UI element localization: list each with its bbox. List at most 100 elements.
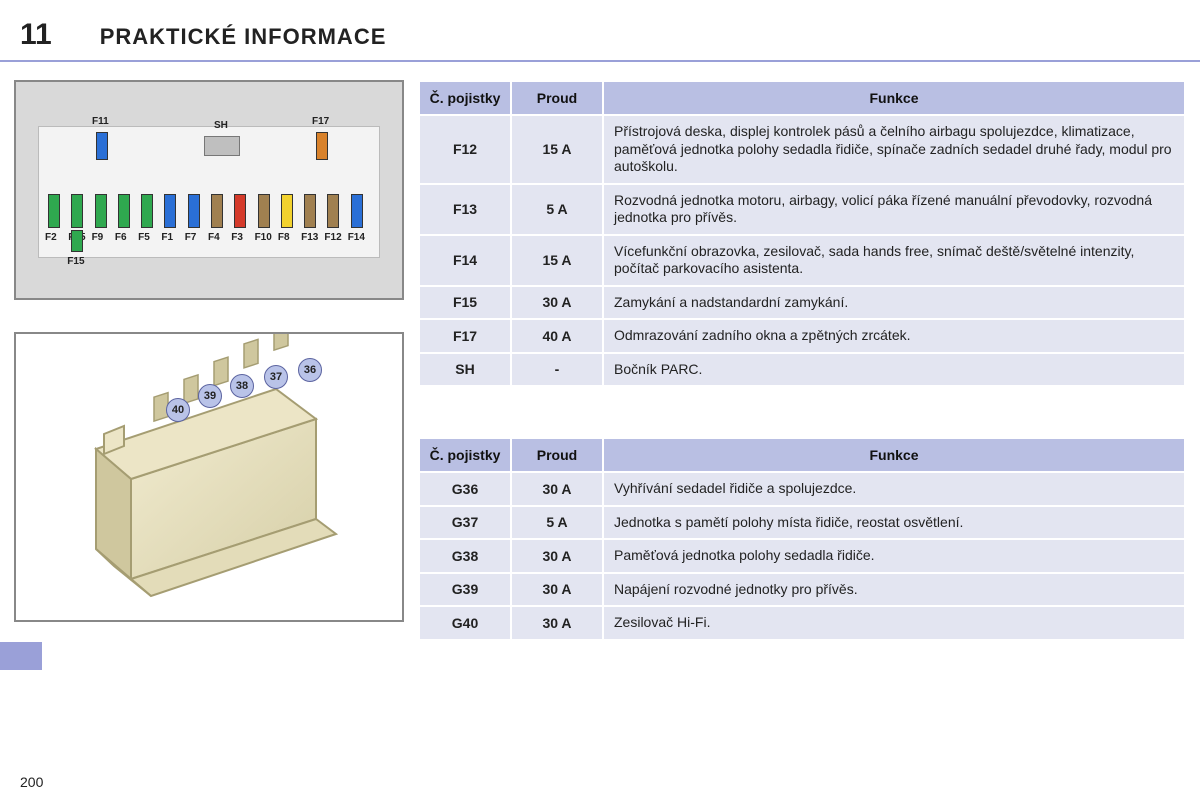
fuse-f15 <box>71 194 83 228</box>
fuse-label: F15 <box>67 256 84 267</box>
fuse-current: 5 A <box>512 507 602 539</box>
content: F11F17SHF2F15F15F9F6F5F1F7F4F3F10F8F13F1… <box>0 80 1200 641</box>
fuse-current: 30 A <box>512 574 602 606</box>
fuse-function: Paměťová jednotka polohy sedadla řidiče. <box>604 540 1184 572</box>
fuse-current: 30 A <box>512 540 602 572</box>
fuse-label: F10 <box>255 232 272 243</box>
fuse-function: Odmrazování zadního okna a zpětných zrcá… <box>604 320 1184 352</box>
sh-block <box>204 136 240 156</box>
fuse-id: G40 <box>420 607 510 639</box>
fuse-f4 <box>211 194 223 228</box>
sh-label: SH <box>214 120 228 131</box>
fuse-label: F17 <box>312 116 329 127</box>
connector-pin-38: 38 <box>230 374 254 398</box>
table-row: F1530 AZamykání a nadstandardní zamykání… <box>420 287 1184 319</box>
fuse-function: Bočník PARC. <box>604 354 1184 386</box>
table-header: Proud <box>512 82 602 114</box>
fuse-label: F8 <box>278 232 290 243</box>
fuse-current: 15 A <box>512 236 602 285</box>
connector-diagram: 40 39 38 37 36 <box>14 332 404 622</box>
fuse-f5 <box>141 194 153 228</box>
fuse-f6 <box>118 194 130 228</box>
fuse-label: F12 <box>324 232 341 243</box>
fuse-function: Napájení rozvodné jednotky pro přívěs. <box>604 574 1184 606</box>
right-column: Č. pojistkyProudFunkceF1215 APřístrojová… <box>418 80 1186 641</box>
fuse-label: F13 <box>301 232 318 243</box>
fuse-label: F2 <box>45 232 57 243</box>
fuse-f3 <box>234 194 246 228</box>
fuse-f17 <box>316 132 328 160</box>
fuse-current: 30 A <box>512 473 602 505</box>
fuse-label: F14 <box>348 232 365 243</box>
fuse-id: F15 <box>420 287 510 319</box>
table-header: Funkce <box>604 439 1184 471</box>
fuse-id: G38 <box>420 540 510 572</box>
table-header: Č. pojistky <box>420 82 510 114</box>
fuse-label: F11 <box>92 116 109 127</box>
fuse-f15 <box>71 230 83 252</box>
fuse-function: Přístrojová deska, displej kontrolek pás… <box>604 116 1184 183</box>
connector-svg <box>16 334 404 622</box>
fuse-f12 <box>327 194 339 228</box>
fuse-current: 30 A <box>512 607 602 639</box>
fuse-label: F6 <box>115 232 127 243</box>
left-column: F11F17SHF2F15F15F9F6F5F1F7F4F3F10F8F13F1… <box>14 80 404 641</box>
table-row: G4030 AZesilovač Hi-Fi. <box>420 607 1184 639</box>
fuse-f1 <box>164 194 176 228</box>
fuse-label: F7 <box>185 232 197 243</box>
fuse-label: F1 <box>161 232 173 243</box>
table-row: G3830 APaměťová jednotka polohy sedadla … <box>420 540 1184 572</box>
fuse-id: F14 <box>420 236 510 285</box>
fuse-id: G36 <box>420 473 510 505</box>
fuse-f8 <box>281 194 293 228</box>
side-tab <box>0 642 42 670</box>
connector-pin-36: 36 <box>298 358 322 382</box>
table-row: G3930 ANapájení rozvodné jednotky pro př… <box>420 574 1184 606</box>
fuse-function: Vyhřívání sedadel řidiče a spolujezdce. <box>604 473 1184 505</box>
fuse-id: F17 <box>420 320 510 352</box>
table-row: F135 ARozvodná jednotka motoru, airbagy,… <box>420 185 1184 234</box>
fuse-current: - <box>512 354 602 386</box>
page-header: 11 PRAKTICKÉ INFORMACE <box>0 0 1200 60</box>
fuse-f14 <box>351 194 363 228</box>
header-rule <box>0 60 1200 62</box>
fuse-current: 30 A <box>512 287 602 319</box>
chapter-title: PRAKTICKÉ INFORMACE <box>100 24 387 50</box>
table-header: Funkce <box>604 82 1184 114</box>
fuse-id: F12 <box>420 116 510 183</box>
fuse-f11 <box>96 132 108 160</box>
fuse-table-2: Č. pojistkyProudFunkceG3630 AVyhřívání s… <box>418 437 1186 641</box>
table-row: G3630 AVyhřívání sedadel řidiče a spoluj… <box>420 473 1184 505</box>
fuse-id: SH <box>420 354 510 386</box>
fuse-id: G39 <box>420 574 510 606</box>
fuse-f7 <box>188 194 200 228</box>
chapter-number: 11 <box>20 18 52 52</box>
table-row: F1740 AOdmrazování zadního okna a zpětný… <box>420 320 1184 352</box>
fuse-function: Jednotka s pamětí polohy místa řidiče, r… <box>604 507 1184 539</box>
fuse-id: G37 <box>420 507 510 539</box>
fuse-current: 5 A <box>512 185 602 234</box>
fuse-label: F9 <box>92 232 104 243</box>
fusebox-diagram: F11F17SHF2F15F15F9F6F5F1F7F4F3F10F8F13F1… <box>14 80 404 300</box>
connector-pin-39: 39 <box>198 384 222 408</box>
connector-pin-37: 37 <box>264 365 288 389</box>
table-header: Proud <box>512 439 602 471</box>
fuse-f2 <box>48 194 60 228</box>
table-header: Č. pojistky <box>420 439 510 471</box>
connector-pin-40: 40 <box>166 398 190 422</box>
fuse-function: Vícefunkční obrazovka, zesilovač, sada h… <box>604 236 1184 285</box>
page-number: 200 <box>20 774 43 790</box>
table-row: F1415 AVícefunkční obrazovka, zesilovač,… <box>420 236 1184 285</box>
table-row: F1215 APřístrojová deska, displej kontro… <box>420 116 1184 183</box>
fuse-current: 15 A <box>512 116 602 183</box>
table-row: G375 AJednotka s pamětí polohy místa řid… <box>420 507 1184 539</box>
fuse-f9 <box>95 194 107 228</box>
fuse-label: F5 <box>138 232 150 243</box>
fuse-f10 <box>258 194 270 228</box>
fuse-function: Zesilovač Hi-Fi. <box>604 607 1184 639</box>
fuse-label: F4 <box>208 232 220 243</box>
fuse-id: F13 <box>420 185 510 234</box>
table-row: SH-Bočník PARC. <box>420 354 1184 386</box>
fuse-label: F3 <box>231 232 243 243</box>
fuse-function: Zamykání a nadstandardní zamykání. <box>604 287 1184 319</box>
